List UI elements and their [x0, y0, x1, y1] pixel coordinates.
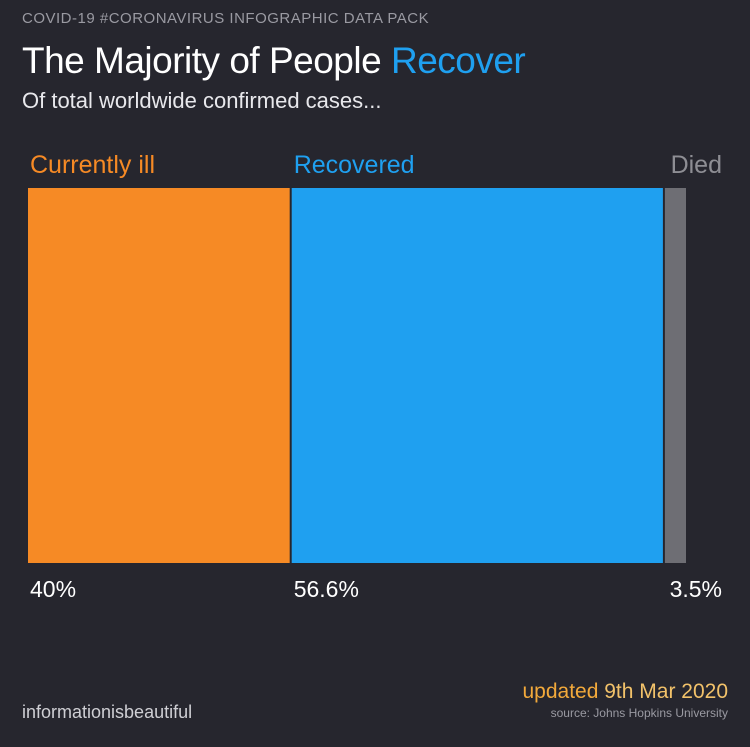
page-title: The Majority of People Recover: [22, 40, 526, 82]
brand-name: informationisbeautiful: [22, 702, 193, 722]
page-subtitle: Of total worldwide confirmed cases...: [22, 88, 382, 113]
bar-segment-currently-ill: [28, 188, 290, 563]
header-tag: COVID-19 #CORONAVIRUS INFOGRAPHIC DATA P…: [22, 10, 430, 27]
category-label: Died: [671, 151, 722, 179]
value-label: 3.5%: [670, 576, 722, 602]
value-label: 40%: [30, 576, 76, 602]
category-label: Currently ill: [30, 151, 155, 179]
title-accent: Recover: [390, 40, 526, 81]
value-label: 56.6%: [294, 576, 359, 602]
category-label: Recovered: [294, 151, 415, 179]
updated-line: updated 9th Mar 2020: [522, 680, 728, 704]
bar-segment-died: [664, 188, 686, 563]
stacked-bar-chart: Currently ill 40% Recovered 56.6% Died 3.5%: [28, 151, 722, 602]
source-note: source: Johns Hopkins University: [550, 706, 728, 720]
updated-date: 9th Mar 2020: [604, 680, 728, 703]
bar-segment-recovered: [291, 188, 663, 563]
updated-prefix: updated: [522, 680, 599, 703]
footer-info: updated 9th Mar 2020 source: Johns Hopki…: [522, 680, 728, 720]
title-main: The Majority of People: [22, 40, 382, 81]
